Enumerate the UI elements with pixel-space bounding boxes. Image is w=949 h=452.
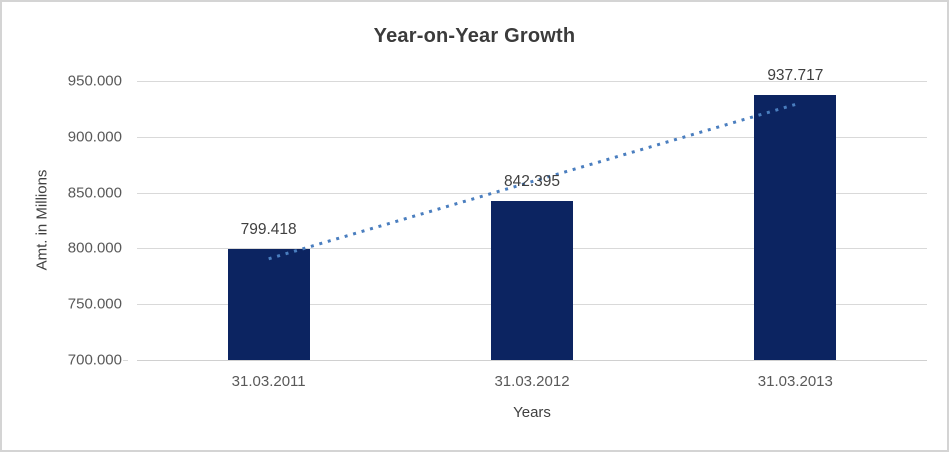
data-label: 842.395: [503, 173, 561, 191]
data-label: 799.418: [240, 221, 297, 239]
x-tick-label: 31.03.2011: [231, 373, 306, 390]
x-tick-label: 31.03.2013: [757, 373, 833, 390]
gridline: [137, 193, 927, 194]
y-tick-label: 700.000: [67, 351, 122, 369]
chart-title: Year-on-Year Growth: [373, 25, 576, 47]
y-tick-label: 950.000: [67, 72, 122, 90]
plot-area: 799.418 842.395 937.717: [137, 67, 927, 361]
x-tick-label: 31.03.2012: [494, 373, 570, 390]
gridline: [137, 360, 927, 361]
data-label: 937.717: [767, 66, 824, 84]
y-tick-mark: [123, 360, 128, 361]
gridline: [137, 81, 927, 82]
y-tick-label: 750.000: [67, 295, 122, 313]
bar-31.03.2011: [227, 249, 310, 360]
trendline: [268, 103, 796, 261]
y-tick-label: 850.000: [67, 184, 122, 202]
y-tick-label: 900.000: [67, 128, 122, 146]
gridline: [137, 137, 927, 138]
bar-31.03.2013: [754, 94, 837, 360]
y-tick-label: 800.000: [67, 239, 122, 257]
bar-31.03.2012: [491, 201, 573, 360]
x-axis-title: Years: [513, 404, 551, 421]
